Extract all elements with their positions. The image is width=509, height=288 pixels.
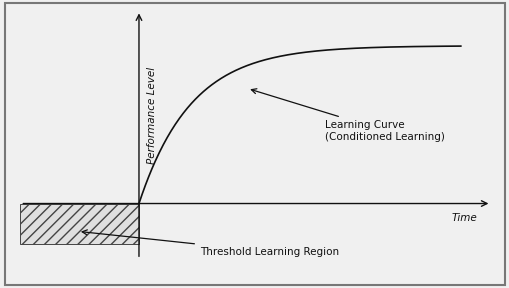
Text: Performance Level: Performance Level [147, 66, 157, 164]
Text: Threshold Learning Region: Threshold Learning Region [82, 230, 338, 257]
Text: Time: Time [450, 213, 476, 223]
Bar [20, 204, 138, 244]
Text: Learning Curve
(Conditioned Learning): Learning Curve (Conditioned Learning) [251, 89, 444, 142]
